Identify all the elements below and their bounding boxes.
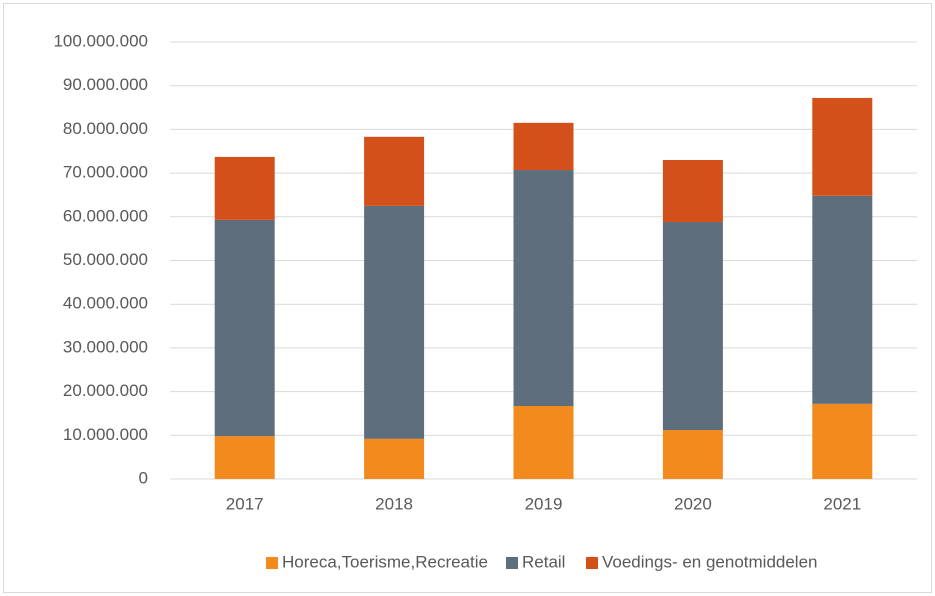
legend-swatch [506,557,518,569]
legend-label: Retail [522,552,565,571]
legend-swatch [266,557,278,569]
legend-label: Horeca,Toerisme,Recreatie [282,552,488,571]
y-tick-label: 70.000.000 [63,163,148,182]
y-tick-label: 20.000.000 [63,381,148,400]
bar-segment [214,156,275,220]
bar-segment [662,222,723,431]
chart-border [3,3,932,593]
x-tick-label: 2019 [525,494,563,513]
y-tick-label: 40.000.000 [63,294,148,313]
bar-segment [812,403,873,479]
legend-swatch [586,557,598,569]
x-tick-label: 2017 [226,494,264,513]
bar-segment [364,438,425,479]
y-tick-label: 80.000.000 [63,119,148,138]
bar-segment [662,159,723,223]
y-tick-label: 0 [139,468,148,487]
x-tick-label: 2020 [674,494,712,513]
bar-segment [812,195,873,404]
x-tick-label: 2018 [375,494,413,513]
y-tick-label: 10.000.000 [63,425,148,444]
bar-segment [364,205,425,439]
x-tick-label: 2021 [823,494,861,513]
y-tick-label: 100.000.000 [53,31,148,50]
bar-segment [513,406,574,479]
bar-segment [513,170,574,407]
bar-segment [214,436,275,479]
bar-segment [364,136,425,206]
bar-segment [214,219,275,437]
bar-segment [662,430,723,479]
legend-label: Voedings- en genotmiddelen [602,552,818,571]
y-tick-label: 50.000.000 [63,250,148,269]
y-tick-label: 30.000.000 [63,337,148,356]
bar-segment [513,122,574,171]
y-tick-label: 90.000.000 [63,75,148,94]
bar-segment [812,97,873,196]
y-tick-label: 60.000.000 [63,206,148,225]
